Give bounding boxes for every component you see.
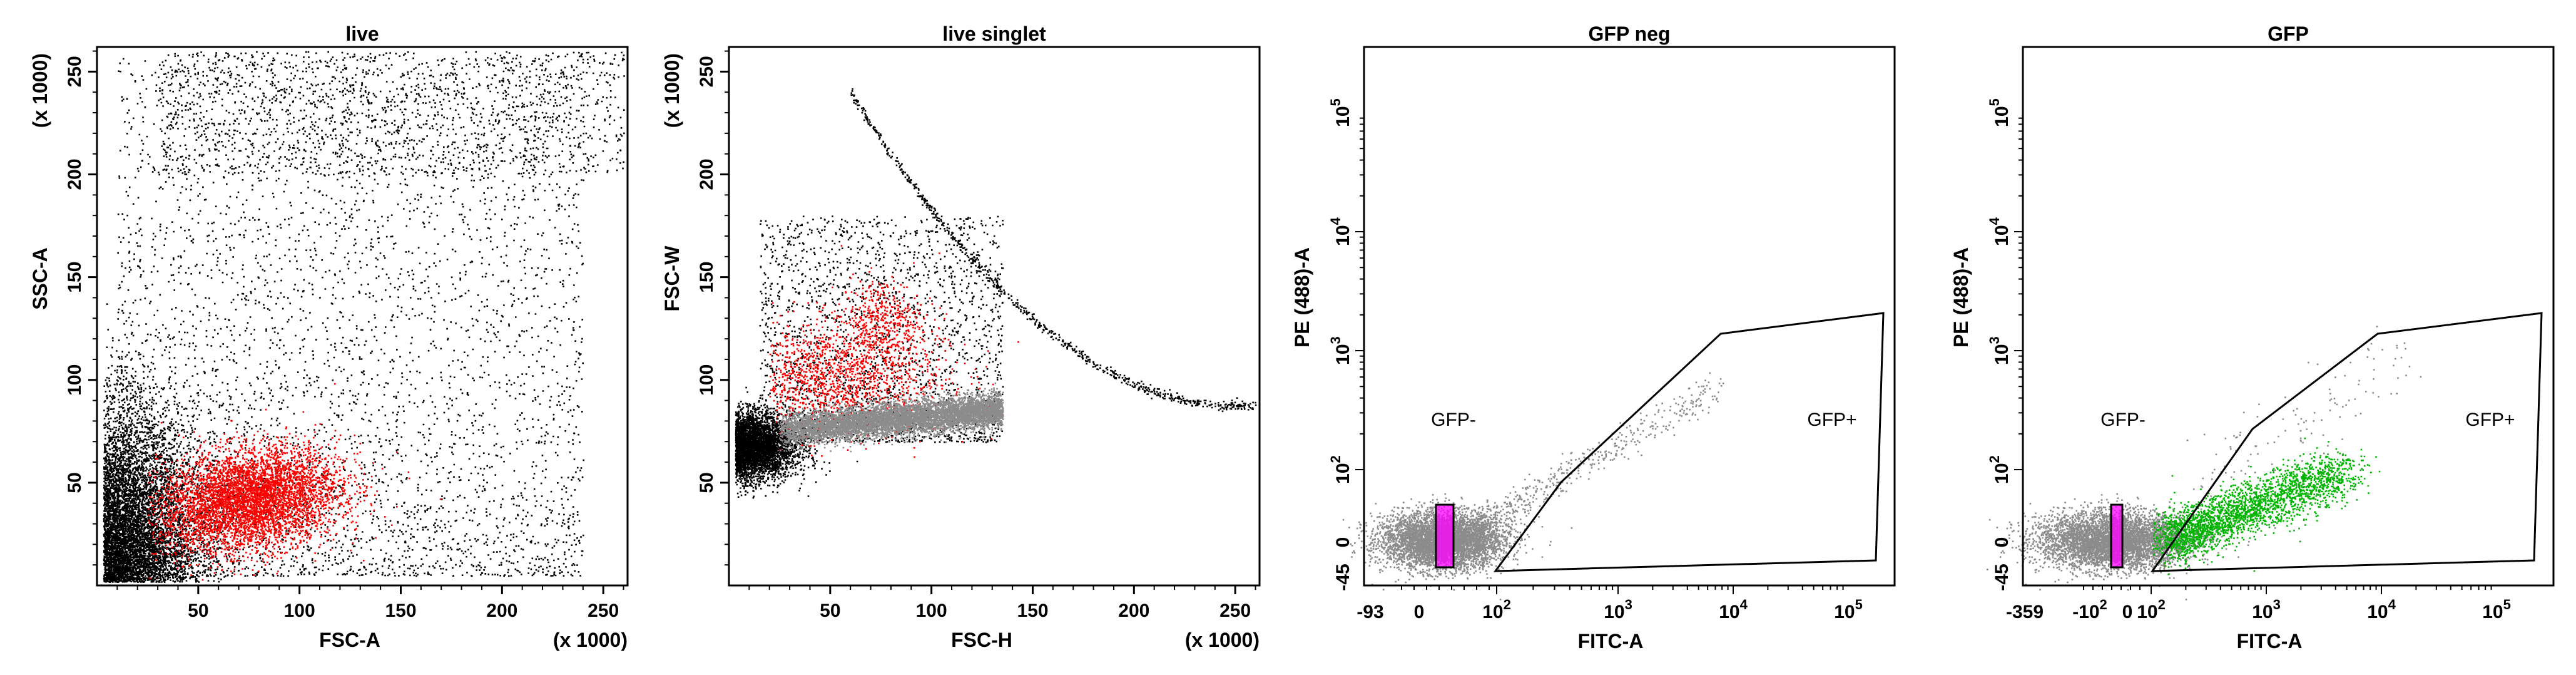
x-tick-label: 250 xyxy=(1219,600,1251,621)
plot-frame xyxy=(96,46,629,587)
gate-gfp-positive xyxy=(1493,312,1885,572)
chart-title: live singlet xyxy=(942,23,1046,45)
panel-1: live singlet 50 100 150 200 250 50 100 150 200 250… xyxy=(661,23,1261,651)
y-tick-label: 0 xyxy=(1992,537,2012,548)
x-multiplier: (x 1000) xyxy=(553,629,628,651)
chart-title: GFP neg xyxy=(1589,23,1671,45)
x-tick-label: 150 xyxy=(1017,600,1048,621)
x-tick-label: -359 xyxy=(2006,602,2044,622)
gate-label-gfp-negative: GFP- xyxy=(2100,410,2146,430)
y-tick-label: 104 xyxy=(1987,217,2012,245)
y-tick-label: 200 xyxy=(64,158,85,190)
gate-label-gfp-positive: GFP+ xyxy=(1807,410,1856,430)
y-tick-label: -45 xyxy=(1992,564,2012,590)
chart-title: live xyxy=(345,23,379,45)
y-axis-label: FSC-W xyxy=(661,245,683,312)
gate-label-gfp-negative: GFP- xyxy=(1431,410,1476,430)
x-tick-label: 0 xyxy=(1414,602,1425,622)
y-tick-label: 250 xyxy=(696,56,717,87)
events-grey xyxy=(1987,326,2422,600)
x-tick-label: 150 xyxy=(385,600,416,621)
chart-title: GFP xyxy=(2268,23,2309,45)
x-tick-label: 250 xyxy=(588,600,619,621)
plot-frame xyxy=(1363,46,1896,587)
x-tick-label: 104 xyxy=(2367,597,2396,622)
x-tick-label: 105 xyxy=(2482,597,2511,622)
y-tick-label: 200 xyxy=(696,158,717,190)
y-multiplier: (x 1000) xyxy=(661,53,683,128)
x-axis-label: FITC-A xyxy=(2237,630,2303,652)
y-tick-label: 104 xyxy=(1328,217,1353,245)
events-red xyxy=(148,383,442,581)
x-tick-label: 200 xyxy=(486,600,517,621)
y-tick-label: 0 xyxy=(1333,537,1353,548)
panel-0: live 50 100 150 200 250 50 100 150 200 250 FSC-A (x … xyxy=(29,23,629,651)
x-axis-label: FSC-A xyxy=(319,629,380,651)
x-tick-label: -93 xyxy=(1357,602,1383,622)
events-green xyxy=(2152,437,2381,575)
x-tick-label: 104 xyxy=(1719,597,1748,622)
panel-2: GFP- GFP+ GFP neg -93 0 102 103 104 105 -45 0 102 10… xyxy=(1291,23,1896,652)
y-tick-label: 50 xyxy=(696,472,717,493)
gate-gfp-positive xyxy=(2151,312,2543,572)
y-tick-label: 105 xyxy=(1987,98,2012,127)
x-axis-label: FITC-A xyxy=(1578,630,1644,652)
x-tick-label: 105 xyxy=(1834,597,1863,622)
x-tick-label: 0 xyxy=(2122,602,2133,622)
panel-3: GFP- GFP+GFP-359 -102 0 102 103 104 105-4501021… xyxy=(1950,23,2555,652)
y-axis-label: SSC-A xyxy=(29,247,51,310)
x-tick-label: 50 xyxy=(188,600,208,621)
x-tick-label: 103 xyxy=(1604,597,1632,622)
x-tick-label: 102 xyxy=(2137,597,2166,622)
events-black xyxy=(735,88,1257,499)
y-axis-label: PE (488)-A xyxy=(1950,247,1972,348)
plot-frame xyxy=(728,46,1261,587)
events-black xyxy=(103,51,625,584)
y-tick-label: 103 xyxy=(1328,336,1353,365)
x-tick-label: 102 xyxy=(1482,597,1511,622)
y-tick-label: -45 xyxy=(1333,564,1353,590)
plot-frame xyxy=(2022,46,2555,587)
y-tick-label: 102 xyxy=(1987,455,2012,484)
x-tick-label: 100 xyxy=(284,600,315,621)
x-tick-label: 103 xyxy=(2252,597,2281,622)
gate-gfp-negative xyxy=(2110,503,2124,569)
y-tick-label: 102 xyxy=(1328,455,1353,484)
y-tick-label: 50 xyxy=(64,472,85,493)
y-tick-label: 150 xyxy=(696,262,717,293)
events-red xyxy=(769,245,1019,458)
y-tick-label: 103 xyxy=(1987,336,2012,365)
gate-label-gfp-positive: GFP+ xyxy=(2465,410,2515,430)
y-tick-label: 150 xyxy=(64,262,85,293)
x-tick-label: 100 xyxy=(916,600,947,621)
x-tick-label: 50 xyxy=(820,600,840,621)
y-axis-label: PE (488)-A xyxy=(1291,247,1313,348)
x-multiplier: (x 1000) xyxy=(1185,629,1260,651)
events-grey xyxy=(780,382,1004,455)
y-multiplier: (x 1000) xyxy=(29,53,51,128)
gate-gfp-negative xyxy=(1435,503,1455,569)
y-tick-label: 100 xyxy=(64,364,85,396)
y-tick-label: 100 xyxy=(696,364,717,396)
x-axis-label: FSC-H xyxy=(951,629,1012,651)
y-tick-label: 250 xyxy=(64,56,85,87)
x-tick-label: -102 xyxy=(2072,597,2107,622)
y-tick-label: 105 xyxy=(1328,98,1353,127)
x-tick-label: 200 xyxy=(1118,600,1149,621)
